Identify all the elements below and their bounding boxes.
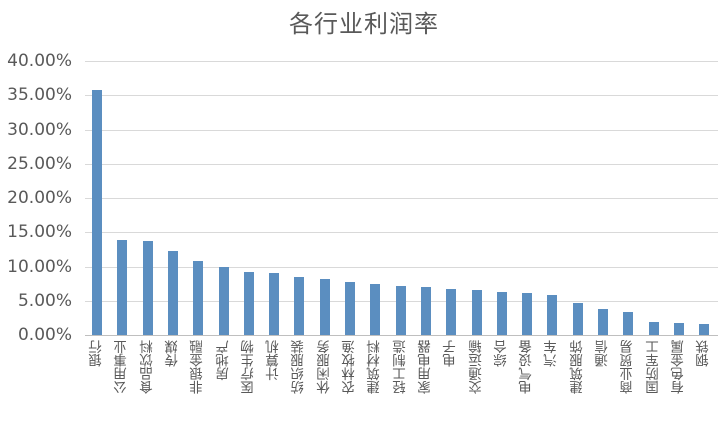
y-tick-label: 15.00% (7, 222, 72, 243)
bar (395, 285, 406, 335)
x-tick-label: 休闲服务 (316, 340, 333, 394)
x-tick-label: 家用电器 (417, 340, 434, 394)
y-tick-label: 35.00% (7, 85, 72, 106)
x-tick-label: 交通运输 (468, 340, 485, 394)
y-tick-label: 40.00% (7, 51, 72, 71)
y-tick-label: 25.00% (7, 153, 72, 174)
x-tick-label: 银行 (89, 340, 105, 367)
gridline (85, 163, 718, 165)
gridline (85, 61, 718, 62)
bar (598, 308, 608, 335)
bar (243, 271, 254, 335)
y-tick-label: 30.00% (7, 119, 72, 140)
x-tick-label: 汽车 (544, 340, 561, 367)
x-tick-label: 房地产 (215, 340, 232, 381)
x-tick-label: 通信 (595, 340, 611, 367)
x-tick-label: 计算机 (266, 340, 283, 381)
bar (699, 324, 710, 335)
bar (167, 251, 178, 335)
x-tick-label: 电子 (443, 340, 460, 367)
bar (648, 322, 659, 335)
bar (446, 289, 457, 335)
bar (673, 323, 684, 335)
x-tick-label: 食品饮料 (139, 340, 156, 394)
gridline (85, 232, 718, 234)
bar (420, 287, 431, 335)
x-tick-label: 传媒 (164, 340, 181, 367)
bar (345, 282, 355, 335)
x-tick-label: 有色金属 (670, 340, 687, 394)
x-tick-label: 电气设备 (519, 340, 536, 394)
bar (623, 311, 634, 335)
chart-title: 各行业利润率 (289, 10, 439, 38)
bar (218, 266, 229, 335)
x-tick-label: 纺织服装 (291, 340, 308, 394)
bar (572, 302, 583, 335)
x-tick-label: 国防军工 (645, 340, 662, 394)
bar (471, 289, 482, 335)
bar (92, 89, 102, 335)
y-tick-label: 20.00% (7, 188, 72, 208)
gridline (85, 129, 718, 131)
x-tick-label: 钢铁 (696, 340, 713, 367)
x-tick-label: 建筑服饰 (569, 340, 586, 394)
bar (547, 294, 558, 335)
x-tick-label: 医疗生物 (240, 340, 257, 394)
x-tick-label: 商业贸易 (620, 340, 637, 394)
gridline (85, 266, 718, 268)
x-tick-label: 综合 (493, 340, 510, 367)
x-tick-label: 农林牧渔 (342, 340, 358, 394)
gridline (85, 95, 718, 97)
bar (269, 273, 280, 335)
y-tick-label: 10.00% (7, 256, 72, 277)
plot-area (85, 61, 718, 336)
gridline (85, 198, 718, 199)
y-tick-label: 5.00% (17, 290, 72, 311)
bar (142, 241, 153, 335)
bar (294, 277, 305, 335)
bar (117, 239, 128, 335)
bar (522, 293, 533, 335)
x-axis-line (85, 335, 718, 336)
x-tick-label: 非银金融 (190, 340, 207, 394)
bar (319, 278, 330, 335)
y-tick-label: 0.00% (17, 325, 72, 345)
bar (193, 261, 204, 335)
x-tick-label: 轻工制造 (392, 340, 409, 394)
x-tick-label: 建筑材料 (367, 340, 384, 394)
x-tick-label: 公用事业 (114, 340, 131, 394)
bar (370, 284, 381, 335)
bar (496, 291, 507, 335)
